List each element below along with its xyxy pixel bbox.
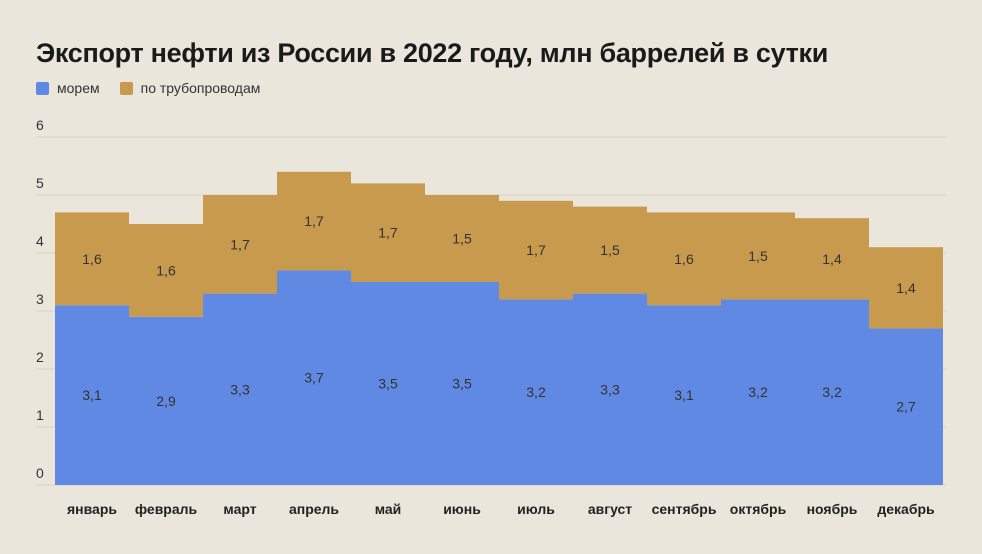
legend-swatch-sea xyxy=(36,81,49,95)
y-tick-label: 6 xyxy=(36,117,44,133)
bar-segment-pipe xyxy=(795,218,869,300)
bar-segment-sea xyxy=(129,316,203,485)
bar-segment-pipe xyxy=(277,171,351,271)
value-label-sea: 3,3 xyxy=(230,381,250,397)
x-category-label: май xyxy=(375,501,402,517)
x-category-label: август xyxy=(588,501,632,517)
x-category-label: июнь xyxy=(443,501,481,517)
bar-segment-pipe xyxy=(203,195,277,294)
y-tick-label: 1 xyxy=(36,407,44,423)
value-label-pipe: 1,4 xyxy=(822,251,842,267)
legend-label-pipe: по трубопроводам xyxy=(140,80,261,96)
bar-segment-sea xyxy=(351,282,425,485)
bar-segment-sea xyxy=(499,299,573,485)
bar-segment-sea xyxy=(425,282,499,485)
value-label-pipe: 1,7 xyxy=(304,213,324,229)
value-label-sea: 3,1 xyxy=(82,387,102,403)
y-tick-label: 5 xyxy=(36,175,44,191)
value-label-sea: 3,2 xyxy=(822,384,842,400)
value-label-pipe: 1,6 xyxy=(156,262,176,278)
x-category-label: январь xyxy=(67,501,117,517)
value-label-pipe: 1,6 xyxy=(82,251,102,267)
x-category-label: март xyxy=(223,501,256,517)
x-category-label: сентябрь xyxy=(652,501,717,517)
legend: морем по трубопроводам xyxy=(36,80,280,96)
value-label-pipe: 1,5 xyxy=(748,248,768,264)
value-label-pipe: 1,5 xyxy=(600,242,620,258)
chart-title: Экспорт нефти из России в 2022 году, млн… xyxy=(36,38,829,68)
legend-item-pipe: по трубопроводам xyxy=(119,80,261,96)
bar-segment-sea xyxy=(869,328,943,485)
x-category-label: февраль xyxy=(135,501,198,517)
y-tick-label: 0 xyxy=(36,465,44,481)
bar-segment-pipe xyxy=(351,183,425,282)
x-category-label: декабрь xyxy=(877,501,935,517)
value-label-sea: 3,1 xyxy=(674,387,694,403)
legend-swatch-pipe xyxy=(119,81,133,95)
bar-segment-pipe xyxy=(425,195,499,282)
legend-label-sea: морем xyxy=(57,80,100,96)
bar-segment-pipe xyxy=(721,212,795,300)
bar-segment-sea xyxy=(795,299,869,485)
value-label-pipe: 1,7 xyxy=(526,242,546,258)
bar-segment-pipe xyxy=(647,212,721,306)
value-label-sea: 3,2 xyxy=(748,384,768,400)
y-tick-label: 4 xyxy=(36,233,44,249)
bar-segment-pipe xyxy=(55,212,129,306)
y-tick-label: 3 xyxy=(36,291,44,307)
value-label-pipe: 1,6 xyxy=(674,251,694,267)
value-label-pipe: 1,7 xyxy=(378,225,398,241)
value-label-sea: 2,9 xyxy=(156,393,176,409)
bar-segment-sea xyxy=(647,305,721,485)
bar-segment-sea xyxy=(721,299,795,485)
x-category-label: октябрь xyxy=(730,501,787,517)
value-label-sea: 3,7 xyxy=(304,370,324,386)
bar-segment-sea xyxy=(277,270,351,485)
bar-segment-pipe xyxy=(499,200,573,300)
value-label-sea: 2,7 xyxy=(896,399,916,415)
y-tick-label: 2 xyxy=(36,349,44,365)
value-label-pipe: 1,5 xyxy=(452,231,472,247)
bar-segment-sea xyxy=(55,305,129,485)
bar-segment-pipe xyxy=(573,206,647,294)
bar-segment-sea xyxy=(203,293,277,485)
bar-segment-sea xyxy=(573,293,647,485)
legend-item-sea: морем xyxy=(36,80,100,96)
value-label-sea: 3,2 xyxy=(526,384,546,400)
bar-segment-pipe xyxy=(129,224,203,317)
value-label-sea: 3,5 xyxy=(378,376,398,392)
value-label-pipe: 1,7 xyxy=(230,236,250,252)
value-label-sea: 3,5 xyxy=(452,376,472,392)
x-category-label: ноябрь xyxy=(807,501,858,517)
value-label-sea: 3,3 xyxy=(600,381,620,397)
bar-segment-pipe xyxy=(869,247,943,329)
value-label-pipe: 1,4 xyxy=(896,280,916,296)
x-category-label: апрель xyxy=(289,501,339,517)
x-category-label: июль xyxy=(517,501,555,517)
